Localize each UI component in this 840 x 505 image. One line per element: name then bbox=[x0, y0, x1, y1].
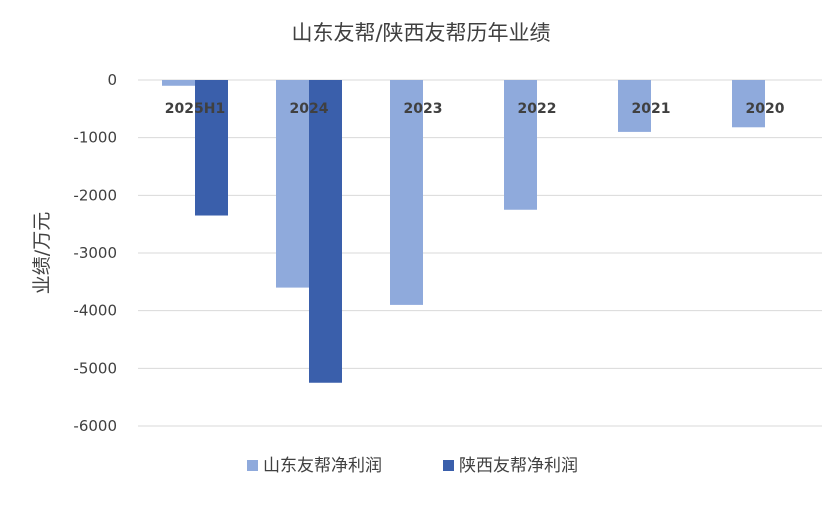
y-axis-ticks: 0 -1000 -2000 -3000 -4000 -5000 -6000 bbox=[73, 71, 117, 435]
bar-shandong-2024 bbox=[276, 80, 309, 288]
x-category-label: 2025H1 bbox=[165, 101, 225, 117]
y-tick-label: 0 bbox=[107, 71, 117, 89]
x-axis-category-labels: 2025H1 2024 2023 2022 2021 2020 bbox=[165, 101, 785, 117]
bar-shandong-2020 bbox=[732, 80, 765, 128]
gridlines bbox=[138, 79, 822, 427]
y-tick-label: -1000 bbox=[73, 129, 117, 147]
x-category-label: 2023 bbox=[404, 101, 443, 117]
legend-label: 山东友帮净利润 bbox=[263, 456, 382, 476]
chart-title: 山东友帮/陕西友帮历年业绩 bbox=[291, 21, 550, 45]
legend: 山东友帮净利润 陕西友帮净利润 bbox=[247, 456, 578, 476]
y-tick-label: -4000 bbox=[73, 302, 117, 320]
bar-shandong-2021 bbox=[618, 80, 651, 132]
y-axis-title: 业绩/万元 bbox=[31, 212, 53, 294]
bar-shandong-2023 bbox=[390, 80, 423, 305]
legend-label: 陕西友帮净利润 bbox=[459, 456, 578, 476]
x-category-label: 2022 bbox=[518, 101, 557, 117]
bars bbox=[162, 80, 765, 383]
bar-shaanxi-2025H1 bbox=[195, 80, 228, 216]
legend-swatch bbox=[443, 460, 454, 471]
y-tick-label: -5000 bbox=[73, 359, 117, 377]
bar-shandong-2025H1 bbox=[162, 80, 195, 86]
bar-shandong-2022 bbox=[504, 80, 537, 210]
y-tick-label: -6000 bbox=[73, 417, 117, 435]
x-category-label: 2020 bbox=[746, 101, 785, 117]
legend-swatch bbox=[247, 460, 258, 471]
bar-shaanxi-2024 bbox=[309, 80, 342, 383]
x-category-label: 2021 bbox=[632, 101, 671, 117]
x-category-label: 2024 bbox=[290, 101, 329, 117]
y-tick-label: -2000 bbox=[73, 186, 117, 204]
y-tick-label: -3000 bbox=[73, 244, 117, 262]
